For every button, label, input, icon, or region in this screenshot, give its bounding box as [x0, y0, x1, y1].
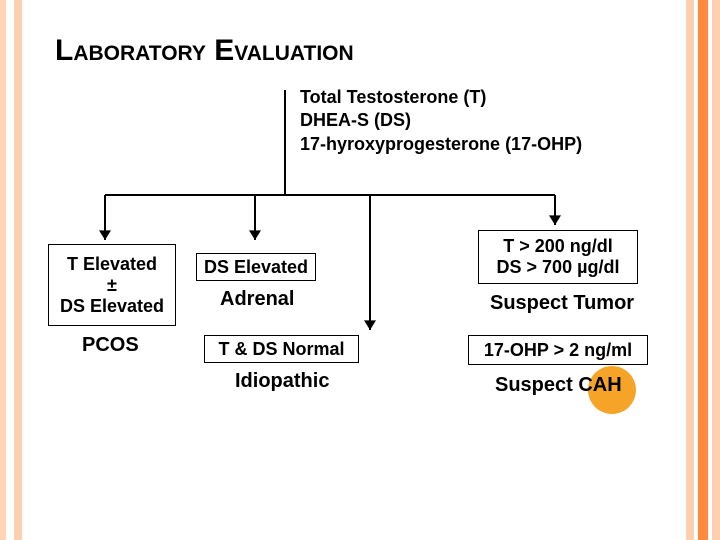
- test-line-1: Total Testosterone (T): [300, 86, 582, 109]
- stripe-left-inner: [14, 0, 22, 540]
- stripe-left-outer: [0, 0, 6, 540]
- box-line: T Elevated: [67, 254, 157, 275]
- box-line: T > 200 ng/dl: [503, 236, 613, 257]
- box-line: DS Elevated: [204, 257, 308, 278]
- box-line: DS > 700 µg/dl: [497, 257, 620, 278]
- label-pcos: PCOS: [82, 334, 139, 357]
- box-line: ±: [107, 275, 117, 296]
- test-line-3: 17-hyroxyprogesterone (17-OHP): [300, 133, 582, 156]
- stripe-right-mid: [698, 0, 708, 540]
- label-adrenal: Adrenal: [220, 288, 294, 311]
- box-ds-elevated: DS Elevated: [196, 253, 316, 281]
- label-cah: Suspect CAH: [495, 374, 622, 397]
- box-t-ds-normal: T & DS Normal: [204, 335, 359, 363]
- page-title: Laboratory Evaluation: [55, 34, 354, 68]
- test-list: Total Testosterone (T) DHEA-S (DS) 17-hy…: [300, 86, 582, 156]
- box-t-elevated: T Elevated±DS Elevated: [48, 244, 176, 326]
- box-line: DS Elevated: [60, 296, 164, 317]
- box-17ohp: 17-OHP > 2 ng/ml: [468, 335, 648, 365]
- label-idiopathic: Idiopathic: [235, 370, 329, 393]
- test-line-2: DHEA-S (DS): [300, 109, 582, 132]
- box-thresholds: T > 200 ng/dlDS > 700 µg/dl: [478, 230, 638, 284]
- box-line: T & DS Normal: [218, 339, 344, 360]
- box-line: 17-OHP > 2 ng/ml: [484, 340, 632, 361]
- stripe-right-inner: [686, 0, 694, 540]
- label-tumor: Suspect Tumor: [490, 292, 634, 315]
- stripe-right-outer: [712, 0, 720, 540]
